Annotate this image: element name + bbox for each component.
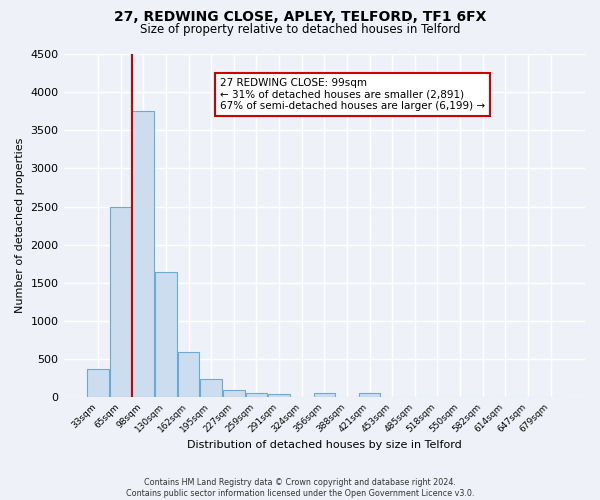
Bar <box>245 393 267 398</box>
Text: 27 REDWING CLOSE: 99sqm
← 31% of detached houses are smaller (2,891)
67% of semi: 27 REDWING CLOSE: 99sqm ← 31% of detache… <box>220 78 485 111</box>
Y-axis label: Number of detached properties: Number of detached properties <box>15 138 25 314</box>
Bar <box>314 393 335 398</box>
Bar <box>200 379 222 398</box>
Bar <box>155 272 176 398</box>
Text: Size of property relative to detached houses in Telford: Size of property relative to detached ho… <box>140 22 460 36</box>
Bar <box>359 393 380 398</box>
Bar <box>87 369 109 398</box>
Bar <box>133 111 154 398</box>
Bar <box>178 352 199 398</box>
Bar <box>110 206 131 398</box>
Bar <box>268 394 290 398</box>
X-axis label: Distribution of detached houses by size in Telford: Distribution of detached houses by size … <box>187 440 461 450</box>
Text: Contains HM Land Registry data © Crown copyright and database right 2024.
Contai: Contains HM Land Registry data © Crown c… <box>126 478 474 498</box>
Text: 27, REDWING CLOSE, APLEY, TELFORD, TF1 6FX: 27, REDWING CLOSE, APLEY, TELFORD, TF1 6… <box>114 10 486 24</box>
Bar <box>223 390 245 398</box>
